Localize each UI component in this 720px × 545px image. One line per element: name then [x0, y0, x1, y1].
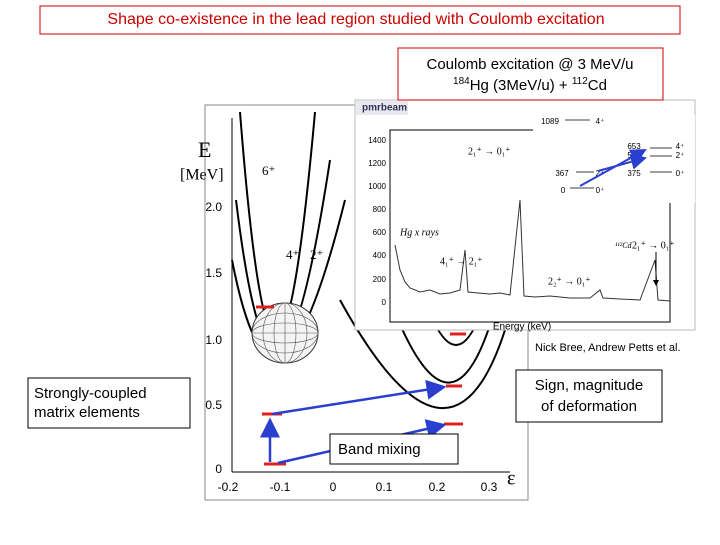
level-arrows — [579, 149, 647, 187]
level-spin: 4⁺ — [596, 117, 605, 126]
x-tick-label: -0.2 — [218, 480, 239, 494]
beam-line1: Coulomb excitation @ 3 MeV/u — [427, 56, 634, 73]
y-tick-label: 1.5 — [205, 266, 222, 280]
transition-label: 2₂⁺ → 0₁⁺ — [548, 276, 591, 287]
y-unit: [MeV] — [180, 167, 224, 184]
y-tick-label: 200 — [373, 275, 387, 284]
level-spin: 0⁺ — [676, 169, 685, 178]
potential-curve — [339, 299, 506, 410]
inset-header: pmrbeam — [362, 103, 407, 114]
spectrum-inset: pmrbeam 1400 1200 1000 800 600 400 200 0… — [354, 99, 696, 333]
mass-number: 184 — [453, 76, 470, 87]
y-tick-label: 0 — [382, 298, 387, 307]
x-tick-label: 0 — [330, 480, 337, 494]
level-scheme-bg — [533, 115, 695, 203]
left-note-box — [27, 377, 191, 429]
y-tick-label: 1.0 — [205, 333, 222, 347]
right-note: Sign, magnitude — [535, 377, 643, 394]
credits: Nick Bree, Andrew Petts et al. — [535, 342, 681, 354]
band-mixing: Band mixing — [338, 441, 421, 458]
level-energy: 375 — [627, 169, 641, 178]
y-tick-label: 0 — [215, 462, 222, 476]
title-box — [39, 5, 681, 35]
level-spin: 4⁺ — [676, 142, 685, 151]
level-markers — [256, 305, 466, 466]
y-tick-label: 1000 — [368, 182, 386, 191]
left-note: Strongly-coupled — [34, 385, 147, 402]
level-energy: 653 — [627, 142, 641, 151]
beam-line2: 184Hg (3MeV/u) + 112Cd — [453, 76, 607, 94]
transition-label: 2₁⁺ → 0₁⁺ — [468, 146, 511, 157]
right-note-box — [515, 369, 663, 423]
level-lines — [565, 119, 672, 189]
transition-label: ¹¹²Cd — [615, 241, 633, 250]
level-spin: 2⁺ — [676, 151, 685, 160]
spin-label: 4⁺ — [286, 247, 299, 262]
x-label: Energy (keV) — [493, 322, 551, 333]
title: Shape co-existence in the lead region st… — [107, 11, 604, 28]
x-tick-label: 0.1 — [376, 480, 393, 494]
y-tick-label: 1200 — [368, 159, 386, 168]
x-tick-label: 0.3 — [481, 480, 498, 494]
transition-label: 4₁⁺ → 2₁⁺ — [440, 256, 483, 267]
nucleus-shape — [251, 302, 319, 364]
y-tick-label: 800 — [373, 205, 387, 214]
level-spin: 0⁺ — [596, 186, 605, 195]
y-tick-label: 0.5 — [205, 398, 222, 412]
level-energy: 367 — [555, 169, 569, 178]
spectrum-trace — [394, 199, 671, 302]
beam-text: Hg (3MeV/u) + — [470, 77, 572, 94]
beam-text: Cd — [588, 77, 607, 94]
y-tick-label: 1400 — [368, 136, 386, 145]
right-note: of deformation — [541, 398, 637, 415]
y-tick-label: 2.0 — [205, 200, 222, 214]
transition-label: 2₁⁺ → 0₁⁺ — [632, 240, 675, 251]
y-tick-label: 400 — [373, 251, 387, 260]
y-tick-label: 600 — [373, 228, 387, 237]
spectrum-axes — [389, 129, 671, 323]
inset-header-bg — [356, 101, 408, 115]
spin-label: 6⁺ — [262, 163, 275, 178]
level-energy: 0 — [561, 186, 566, 195]
x-tick-label: 0.2 — [429, 480, 446, 494]
x-tick-label: -0.1 — [270, 480, 291, 494]
level-energy: 1089 — [541, 117, 559, 126]
mass-number: 112 — [572, 76, 588, 87]
band-mixing-box — [329, 433, 459, 465]
left-note: matrix elements — [34, 404, 140, 421]
xray-label: Hg x rays — [399, 227, 439, 238]
beam-box — [397, 47, 664, 101]
x-label: ε — [507, 468, 515, 490]
level-spin: 2⁺ — [596, 169, 605, 178]
spin-label: 2⁺ — [310, 247, 323, 262]
y-label: E — [198, 137, 211, 162]
